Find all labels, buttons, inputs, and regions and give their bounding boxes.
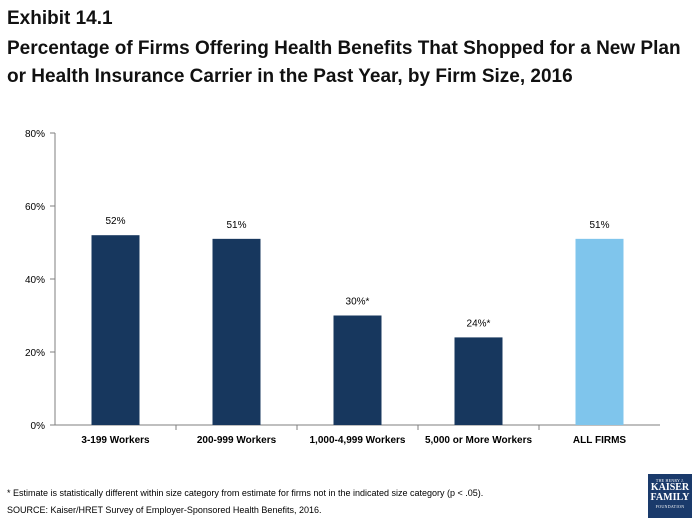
kff-logo: THE HENRY J. KAISER FAMILY FOUNDATION (648, 474, 692, 518)
footnote-estimate: * Estimate is statistically different wi… (7, 488, 484, 498)
logo-line-4: FOUNDATION (655, 504, 685, 509)
logo-line-3: FAMILY (650, 492, 690, 503)
bar (91, 235, 140, 425)
y-tick-label: 0% (31, 421, 46, 432)
category-label: 5,000 or More Workers (425, 435, 533, 446)
category-label: 3-199 Workers (81, 435, 150, 446)
data-label: 24%* (467, 318, 491, 329)
chart-title: Percentage of Firms Offering Health Bene… (7, 38, 681, 87)
y-tick-label: 40% (25, 275, 45, 286)
logo-line-1: THE HENRY J. (655, 478, 685, 483)
data-label: 52% (105, 216, 125, 227)
y-tick-label: 20% (25, 348, 45, 359)
bar-chart: 0% 20% 40% 60% 80% 52% 3-199 Workers 51% 200-999… (25, 129, 660, 446)
bar (454, 337, 503, 425)
logo-line-2: KAISER (650, 482, 690, 493)
y-tick-label: 80% (25, 129, 45, 140)
data-label: 51% (226, 220, 246, 231)
bar (333, 315, 382, 425)
category-label: 200-999 Workers (197, 435, 277, 446)
category-label: ALL FIRMS (573, 435, 626, 446)
bar (575, 238, 624, 425)
bar (212, 238, 261, 425)
data-label: 51% (589, 220, 609, 231)
source-note: SOURCE: Kaiser/HRET Survey of Employer-S… (7, 505, 322, 515)
data-label: 30%* (346, 297, 370, 308)
y-tick-label: 60% (25, 202, 45, 213)
exhibit-number: Exhibit 14.1 (7, 8, 113, 29)
category-label: 1,000-4,999 Workers (310, 435, 406, 446)
